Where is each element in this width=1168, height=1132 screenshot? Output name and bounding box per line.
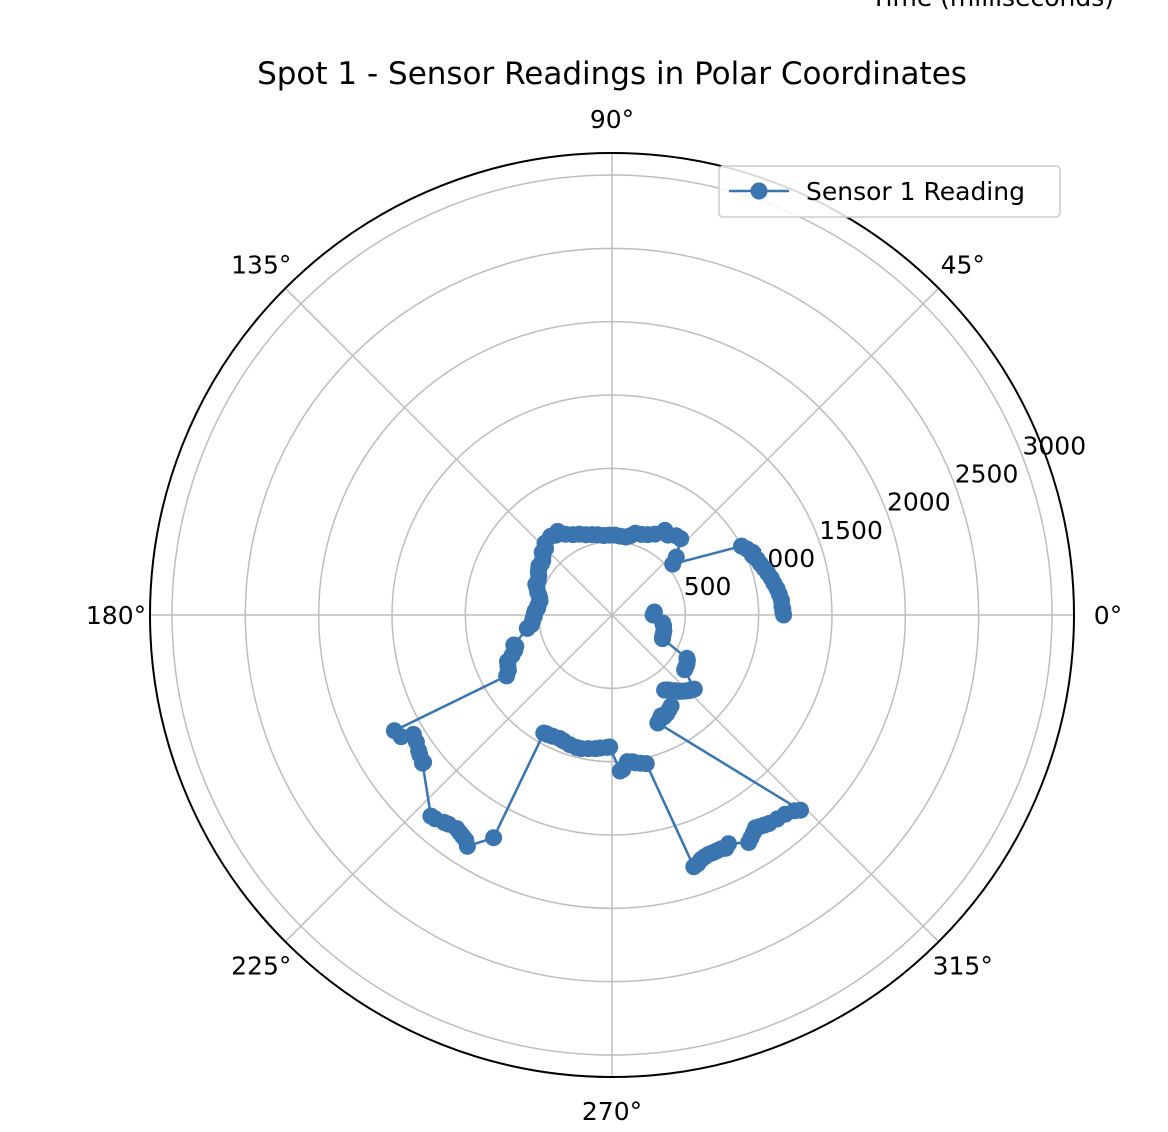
data-point xyxy=(485,829,503,847)
data-point xyxy=(505,636,523,654)
series-line xyxy=(392,528,805,869)
data-point xyxy=(656,681,674,699)
data-point xyxy=(649,714,667,732)
radial-tick-label: 2000 xyxy=(887,488,951,517)
data-point xyxy=(422,807,440,825)
angle-tick-label: 225° xyxy=(231,952,291,981)
legend-box xyxy=(718,165,1061,218)
top-axis-label: Time (milliseconds) xyxy=(870,0,1114,12)
angle-tick-label: 180° xyxy=(86,601,146,630)
legend-label: Sensor 1 Reading xyxy=(806,177,1025,206)
legend-marker xyxy=(750,182,768,200)
angle-tick-label: 90° xyxy=(590,105,634,134)
radial-tick-label: 1500 xyxy=(819,516,883,545)
series-sensor-1 xyxy=(385,521,809,876)
radial-tick-label: 500 xyxy=(684,572,732,601)
data-point xyxy=(385,722,403,740)
data-point xyxy=(676,661,694,679)
data-point xyxy=(685,858,703,876)
data-point xyxy=(775,606,793,624)
angle-tick-labels: 0° 45° 90° 135° 180° 225° 270° 315° xyxy=(86,105,1122,1126)
data-point xyxy=(535,724,553,742)
radial-tick-label: 3000 xyxy=(1023,432,1087,461)
data-point xyxy=(672,530,690,548)
data-point xyxy=(740,834,758,851)
angle-tick-label: 270° xyxy=(582,1097,642,1126)
angle-tick-label: 0° xyxy=(1094,601,1122,630)
angle-tick-label: 135° xyxy=(231,250,291,279)
polar-frame xyxy=(149,152,1075,1078)
angle-tick-label: 315° xyxy=(933,952,993,981)
angular-gridline-3 xyxy=(284,287,613,616)
polar-grid xyxy=(149,152,1075,1078)
legend: Sensor 1 Reading xyxy=(718,165,1061,218)
data-point xyxy=(664,555,682,573)
angular-gridline-5 xyxy=(284,614,613,943)
data-point xyxy=(611,762,629,780)
radial-tick-label: 2500 xyxy=(955,460,1019,489)
angle-tick-label: 45° xyxy=(941,250,985,279)
chart-title: Spot 1 - Sensor Readings in Polar Coordi… xyxy=(257,56,967,92)
angular-gridline-7 xyxy=(611,614,940,943)
data-point xyxy=(654,630,671,648)
